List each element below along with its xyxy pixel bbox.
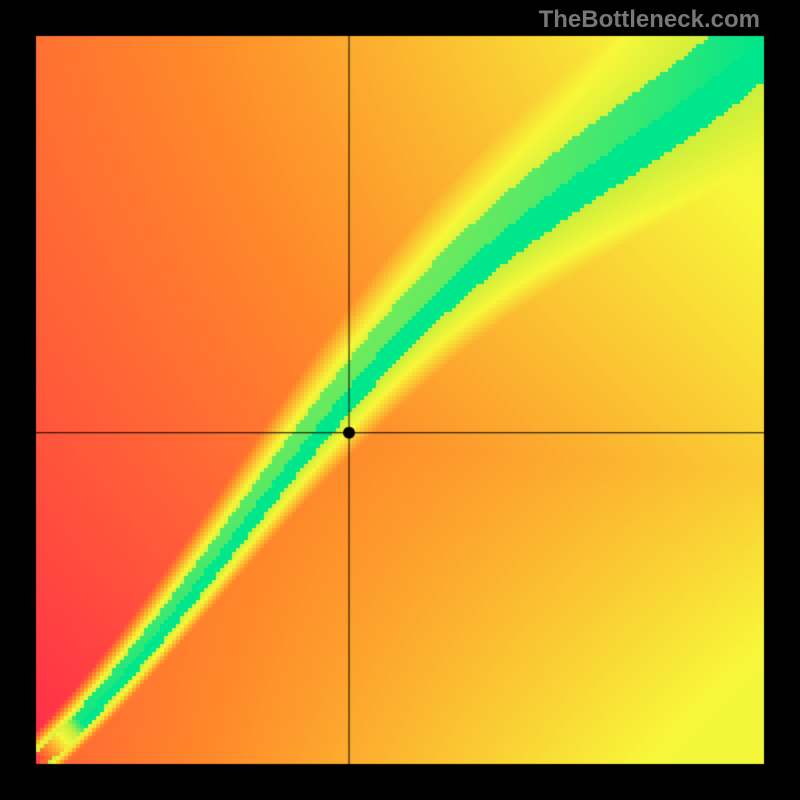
heatmap-canvas [0,0,800,800]
watermark-text: TheBottleneck.com [539,6,760,34]
bottleneck-heatmap: TheBottleneck.com [0,0,800,800]
